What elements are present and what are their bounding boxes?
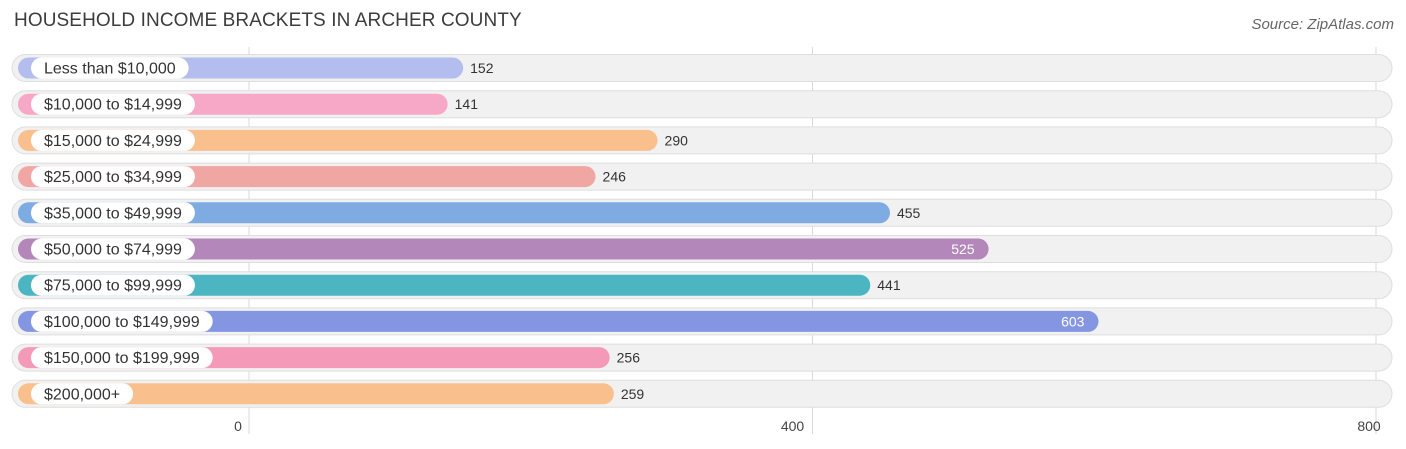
x-tick-label: 0 bbox=[234, 418, 242, 434]
bar bbox=[18, 310, 1099, 332]
category-label: Less than $10,000 bbox=[44, 61, 176, 78]
bar-row: $100,000 to $149,999 603 bbox=[11, 307, 1393, 336]
value-label: 256 bbox=[617, 350, 641, 366]
chart-title: HOUSEHOLD INCOME BRACKETS IN ARCHER COUN… bbox=[14, 10, 522, 31]
category-label-pill bbox=[31, 310, 213, 332]
category-label-pill bbox=[31, 93, 195, 115]
bar-row: $25,000 to $34,999 246 bbox=[11, 162, 1393, 191]
value-label: 152 bbox=[470, 60, 494, 76]
category-label-pill bbox=[31, 202, 195, 224]
category-label-pill bbox=[31, 274, 195, 296]
category-label: $150,000 to $199,999 bbox=[44, 350, 200, 367]
category-label: $200,000+ bbox=[44, 386, 120, 403]
category-label: $25,000 to $34,999 bbox=[44, 169, 182, 186]
category-label: $75,000 to $99,999 bbox=[44, 278, 182, 295]
value-label: 141 bbox=[455, 96, 479, 112]
bar-row: $15,000 to $24,999 290 bbox=[11, 126, 1393, 155]
category-label-pill bbox=[31, 129, 195, 151]
bar bbox=[18, 202, 890, 224]
source-note: Source: ZipAtlas.com bbox=[1251, 16, 1394, 33]
x-tick-label: 800 bbox=[1357, 418, 1381, 434]
category-label: $50,000 to $74,999 bbox=[44, 242, 182, 259]
value-label: 603 bbox=[1061, 313, 1085, 329]
bar bbox=[18, 383, 614, 405]
category-label-pill bbox=[31, 166, 195, 188]
bar bbox=[18, 274, 871, 296]
category-label-pill bbox=[31, 383, 134, 405]
bar-row: $150,000 to $199,999 256 bbox=[11, 343, 1393, 372]
value-label: 441 bbox=[877, 277, 901, 293]
bar-row: $10,000 to $14,999 141 bbox=[11, 90, 1393, 119]
value-label: 525 bbox=[951, 241, 975, 257]
bar-row: $75,000 to $99,999 441 bbox=[11, 271, 1393, 300]
bar-row: $50,000 to $74,999 525 bbox=[11, 235, 1393, 263]
value-label: 455 bbox=[897, 205, 921, 221]
category-label: $10,000 to $14,999 bbox=[44, 97, 182, 114]
bar-row: $200,000+ 259 bbox=[11, 379, 1393, 408]
value-label: 246 bbox=[603, 169, 627, 185]
bar bbox=[18, 238, 989, 260]
value-label: 259 bbox=[621, 386, 645, 402]
category-label-pill bbox=[31, 238, 195, 260]
category-label: $100,000 to $149,999 bbox=[44, 314, 200, 331]
category-label: $35,000 to $49,999 bbox=[44, 205, 182, 222]
category-label: $15,000 to $24,999 bbox=[44, 133, 182, 150]
x-tick-label: 400 bbox=[781, 418, 805, 434]
bar-row: $35,000 to $49,999 455 bbox=[11, 198, 1393, 227]
value-label: 290 bbox=[665, 132, 689, 148]
category-label-pill bbox=[31, 347, 213, 369]
bar-row: Less than $10,000 152 bbox=[11, 54, 1393, 82]
category-label-pill bbox=[31, 57, 189, 79]
